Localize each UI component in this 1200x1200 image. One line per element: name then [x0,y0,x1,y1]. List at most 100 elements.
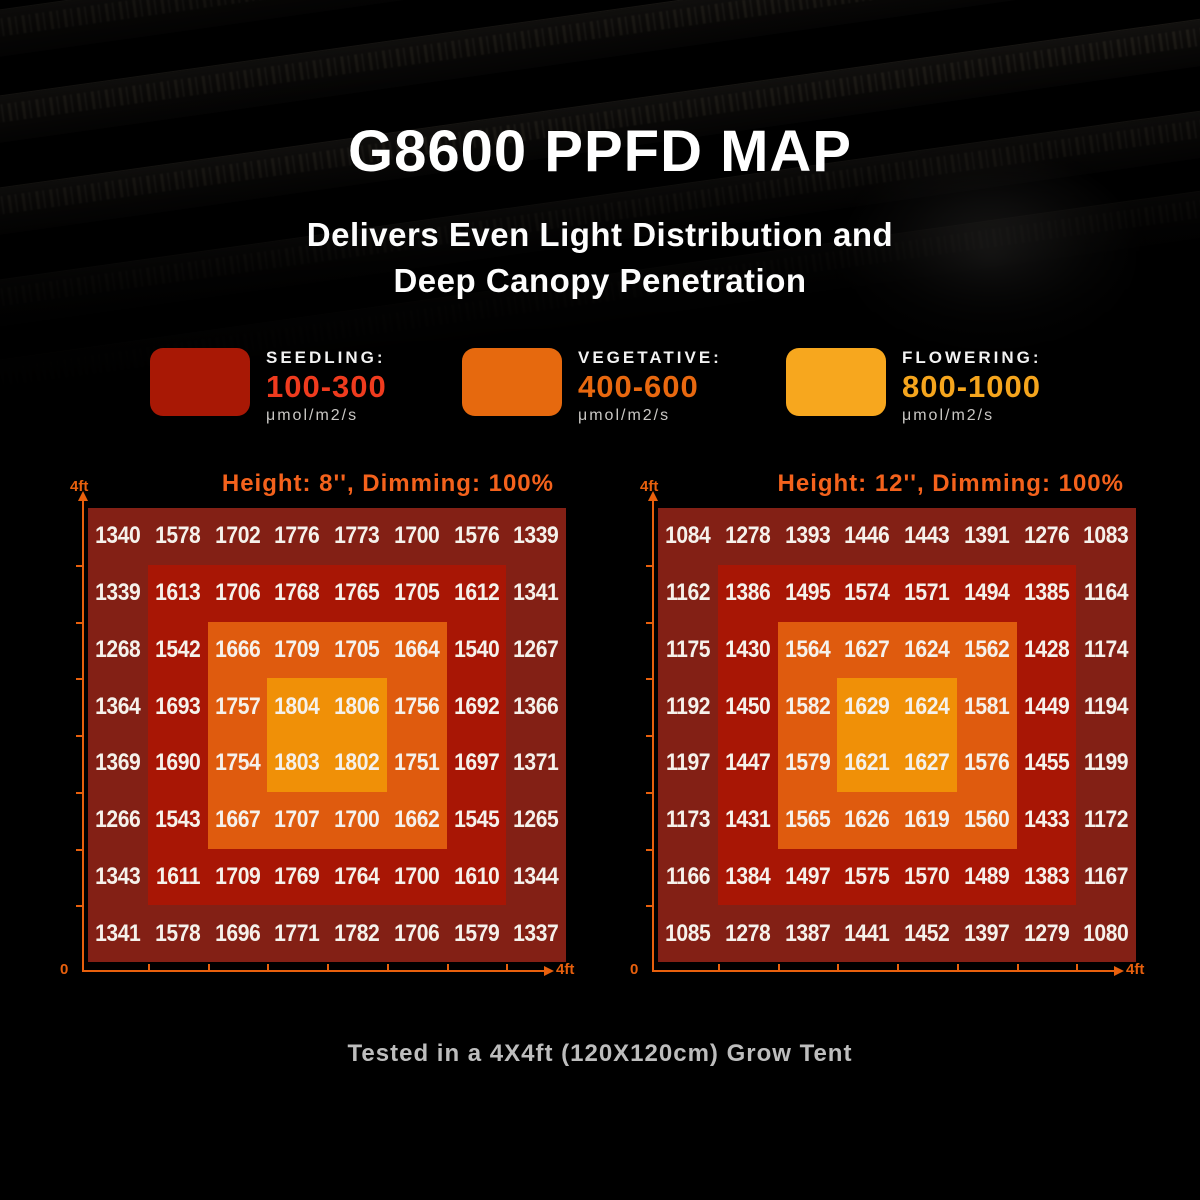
ppfd-cell: 1393 [777,508,838,565]
x-axis-tick [1076,964,1079,970]
page-title: G8600 PPFD MAP [348,119,852,184]
ppfd-cell: 1343 [88,848,148,906]
legend-unit: μmol/m2/s [266,407,359,424]
ppfd-cell: 1571 [897,564,957,622]
ppfd-cell: 1756 [386,678,447,735]
ppfd-cell: 1624 [897,621,957,679]
ppfd-cell: 1610 [446,848,507,906]
origin-label: 0 [60,961,69,978]
legend-unit: μmol/m2/s [902,407,995,424]
ppfd-cell: 1450 [717,678,778,735]
ppfd-cell: 1543 [147,791,208,849]
ppfd-cell: 1705 [386,564,447,622]
ppfd-cell: 1700 [386,848,447,906]
ppfd-cell: 1709 [207,848,268,906]
ppfd-cell: 1384 [717,848,778,906]
ppfd-cell: 1446 [837,508,897,565]
ppfd-cell: 1545 [446,791,507,849]
ppfd-cell: 1173 [658,791,718,849]
legend-label: SEEDLING: [266,348,386,367]
ppfd-cell: 1449 [1016,678,1077,735]
ppfd-cell: 1624 [897,678,957,735]
ppfd-cell: 1802 [327,735,387,792]
x-axis-tick [1016,964,1019,970]
ppfd-cell: 1803 [267,735,327,792]
ppfd-cell: 1768 [267,564,327,622]
ppfd-cell: 1706 [386,905,447,962]
ppfd-cell: 1564 [777,621,838,679]
ppfd-map-12in: Height: 12'', Dimming: 100% 4ft 1084 1278… [630,470,1160,995]
x-axis-arrow-icon [1114,966,1124,976]
ppfd-cell: 1080 [1076,905,1136,962]
ppfd-cell: 1489 [956,848,1017,906]
ppfd-cell: 1385 [1016,564,1077,622]
x-axis-tick [267,964,270,970]
ppfd-cell: 1700 [327,791,387,849]
map-title: Height: 12'', Dimming: 100% [777,470,1124,497]
ppfd-cell: 1164 [1076,564,1136,622]
ppfd-cell: 1562 [956,621,1017,679]
x-axis-tick [327,964,329,970]
ppfd-cell: 1709 [267,621,327,679]
ppfd-cell: 1697 [446,735,507,792]
ppfd-cell: 1664 [386,621,447,679]
ppfd-cell: 1613 [147,564,208,622]
ppfd-cell: 1540 [446,621,507,679]
ppfd-cell: 1705 [327,621,387,679]
ppfd-grid: 1340 1578 1702 1776 1773 1700 1576 1339 1339 1613… [88,508,566,962]
y-axis-tick [646,621,652,624]
ppfd-cell: 1339 [506,508,566,565]
y-axis-tick [76,848,82,851]
ppfd-cell: 1662 [386,791,447,849]
ppfd-map-8in: Height: 8'', Dimming: 100% 4ft 1340 1578 1… [60,470,590,995]
ppfd-cell: 1199 [1076,735,1136,792]
ppfd-cell: 1364 [88,678,148,735]
subtitle-line-1: Delivers Even Light Distribution and [306,216,894,253]
test-conditions-caption: Tested in a 4X4ft (120X120cm) Grow Tent [347,1040,853,1067]
ppfd-cell: 1582 [777,678,838,735]
flowering-color-swatch [786,348,886,416]
ppfd-cell: 1337 [506,905,566,962]
ppfd-cell: 1494 [956,564,1017,622]
y-axis-tick [646,905,652,908]
ppfd-cell: 1344 [506,848,566,906]
ppfd-cell: 1340 [88,508,148,565]
vegetative-color-swatch [462,348,562,416]
ppfd-cell: 1084 [658,508,718,565]
ppfd-cell: 1696 [207,905,268,962]
ppfd-cell: 1341 [506,564,566,622]
ppfd-cell: 1693 [147,678,208,735]
ppfd-cell: 1175 [658,621,718,679]
ppfd-cell: 1754 [207,735,268,792]
ppfd-cell: 1194 [1076,678,1136,735]
ppfd-cell: 1692 [446,678,507,735]
ppfd-cell: 1619 [897,791,957,849]
ppfd-cell: 1387 [777,905,838,962]
y-axis-arrow-icon [648,491,658,501]
ppfd-cell: 1690 [147,735,208,792]
ppfd-cell: 1391 [956,508,1017,565]
ppfd-cell: 1174 [1076,621,1136,679]
ppfd-cell: 1765 [327,564,387,622]
origin-label: 0 [630,961,639,978]
y-axis-tick [76,791,82,794]
ppfd-cell: 1769 [267,848,327,906]
ppfd-cell: 1764 [327,848,387,906]
ppfd-cell: 1268 [88,621,148,679]
ppfd-cell: 1433 [1016,791,1077,849]
ppfd-cell: 1751 [386,735,447,792]
ppfd-cell: 1773 [327,508,387,565]
ppfd-cell: 1542 [147,621,208,679]
ppfd-cell: 1806 [327,678,387,735]
legend-unit: μmol/m2/s [578,407,671,424]
y-axis-tick [646,791,652,794]
ppfd-cell: 1626 [837,791,897,849]
ppfd-cell: 1612 [446,564,507,622]
x-axis-tick [717,964,720,970]
ppfd-cell: 1570 [897,848,957,906]
ppfd-cell: 1447 [717,735,778,792]
ppfd-cell: 1397 [956,905,1017,962]
ppfd-cell: 1579 [777,735,838,792]
x-axis-tick [956,964,959,970]
map-title: Height: 8'', Dimming: 100% [221,470,554,497]
